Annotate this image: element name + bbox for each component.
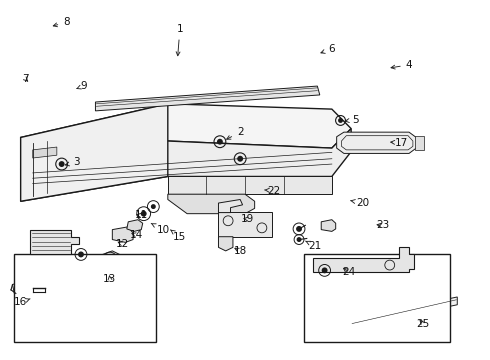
Text: 19: 19 <box>241 214 254 224</box>
Text: 14: 14 <box>130 230 143 240</box>
Text: 2: 2 <box>227 127 244 139</box>
Polygon shape <box>21 104 168 201</box>
Circle shape <box>217 139 223 145</box>
Text: 18: 18 <box>234 246 247 256</box>
Text: 15: 15 <box>171 230 187 242</box>
Bar <box>14 254 156 342</box>
Polygon shape <box>12 261 134 293</box>
Circle shape <box>321 267 327 273</box>
Circle shape <box>59 161 65 167</box>
Polygon shape <box>21 129 351 201</box>
Text: 1: 1 <box>176 24 183 56</box>
Text: 25: 25 <box>416 319 429 329</box>
Circle shape <box>78 252 84 257</box>
Text: 22: 22 <box>265 186 281 195</box>
Bar <box>304 254 450 342</box>
Polygon shape <box>415 136 424 150</box>
Polygon shape <box>351 297 457 329</box>
Polygon shape <box>219 199 243 213</box>
Text: 12: 12 <box>115 239 128 249</box>
Circle shape <box>331 263 337 269</box>
Polygon shape <box>96 86 320 111</box>
Circle shape <box>151 204 156 209</box>
Text: 20: 20 <box>351 198 370 208</box>
Text: 9: 9 <box>77 81 87 91</box>
Polygon shape <box>21 104 351 169</box>
Circle shape <box>296 226 302 232</box>
Text: 17: 17 <box>391 138 409 148</box>
Polygon shape <box>313 247 414 272</box>
Text: 6: 6 <box>321 44 335 54</box>
Text: 4: 4 <box>391 60 413 70</box>
Polygon shape <box>322 258 346 276</box>
Polygon shape <box>168 176 332 194</box>
Text: 13: 13 <box>103 274 117 284</box>
Text: 16: 16 <box>14 297 30 307</box>
Circle shape <box>141 211 147 217</box>
Text: 5: 5 <box>345 115 359 125</box>
Polygon shape <box>219 237 233 251</box>
Circle shape <box>338 118 343 123</box>
Circle shape <box>107 256 113 262</box>
Text: 3: 3 <box>65 157 79 167</box>
Polygon shape <box>98 251 120 269</box>
Text: 24: 24 <box>342 267 355 277</box>
Text: 23: 23 <box>376 220 389 230</box>
Polygon shape <box>112 227 133 242</box>
Text: 8: 8 <box>53 17 70 27</box>
Polygon shape <box>30 230 78 255</box>
Polygon shape <box>321 220 336 231</box>
Text: 21: 21 <box>306 240 321 251</box>
Text: 11: 11 <box>135 211 148 220</box>
Circle shape <box>296 237 301 242</box>
Polygon shape <box>168 194 255 214</box>
Polygon shape <box>33 147 57 158</box>
Circle shape <box>237 156 243 162</box>
Text: 10: 10 <box>151 223 170 235</box>
Polygon shape <box>127 220 143 231</box>
Text: 7: 7 <box>22 74 29 84</box>
Polygon shape <box>337 132 416 153</box>
Polygon shape <box>219 212 271 237</box>
